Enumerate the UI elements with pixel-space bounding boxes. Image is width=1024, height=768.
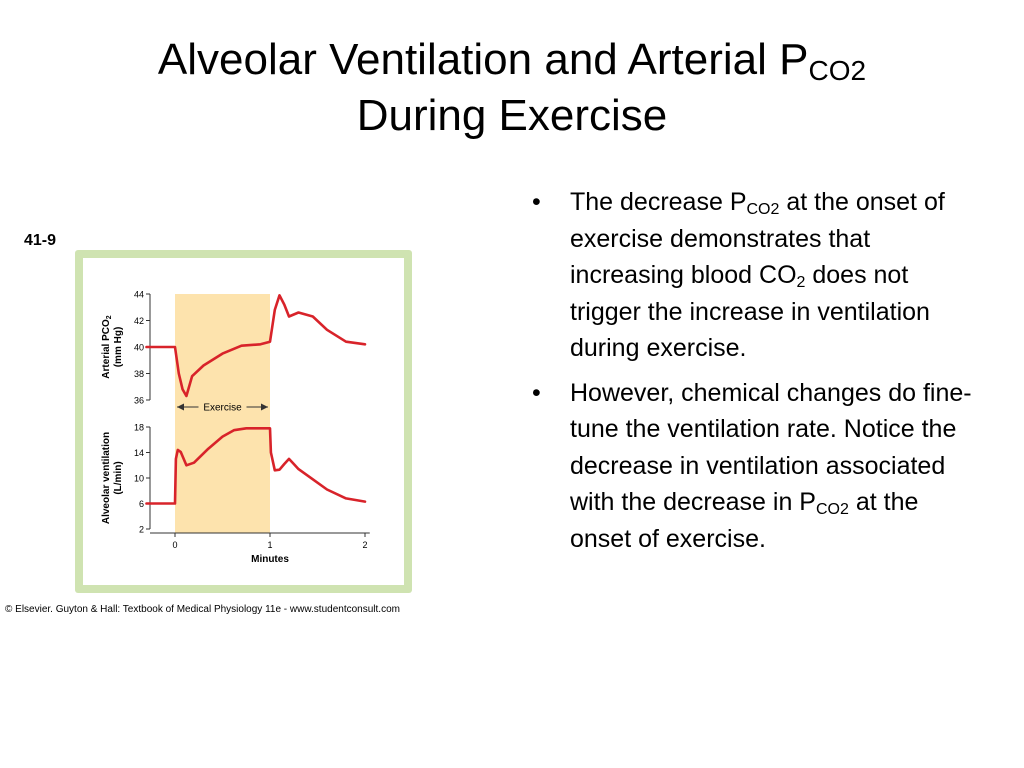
bullet-text: at the onset of exercise. (570, 488, 919, 553)
ventilation-y-axis-unit: (L/min) (113, 461, 124, 494)
exercise-band-bottom (175, 427, 270, 533)
bullet-text: However, chemical changes do fine-tune t… (570, 378, 972, 517)
slide-title: Alveolar Ventilation and Arterial PCO2 D… (0, 32, 1024, 144)
y-tick-label: 36 (134, 396, 144, 406)
bullet-marker: • (532, 378, 541, 407)
bullet-text: The decrease P (570, 188, 747, 216)
exercise-band-top (175, 294, 270, 404)
figure-number: 41-9 (24, 232, 56, 249)
pco2-y-axis-label: Arterial PCO2 (101, 315, 113, 378)
x-tick-label: 0 (172, 540, 177, 550)
figure-41-9: 41-9 36 38 40 42 44 Exercise 2 6 10 14 18 0 1 2 (0, 220, 500, 620)
ventilation-curve (145, 427, 367, 505)
pco2-y-axis-unit: (mm Hg) (113, 327, 124, 368)
exercise-band-gap (175, 404, 270, 427)
bullet-subscript: 2 (796, 274, 806, 291)
y-tick-label: 40 (134, 343, 144, 353)
y-tick-label: 44 (134, 290, 144, 300)
x-tick-label: 2 (362, 540, 367, 550)
bullet-text: does not trigger the increase in ventila… (570, 261, 930, 362)
bullet-text: at the onset of exercise demonstrates th… (570, 188, 945, 289)
title-line1: Alveolar Ventilation and Arterial PCO2 (157, 35, 867, 86)
bullet-item: • However, chemical changes do fine-tune … (530, 375, 980, 558)
y-tick-label: 38 (134, 369, 144, 379)
y-tick-label: 6 (139, 499, 144, 509)
y-tick-label: 10 (134, 474, 144, 484)
figure-svg: 41-9 36 38 40 42 44 Exercise 2 6 10 14 18 0 1 2 (5, 232, 412, 615)
figure-credit: © Elsevier. Guyton & Hall: Textbook of M… (5, 604, 400, 615)
exercise-arrow: Exercise (177, 403, 268, 414)
minutes-ticks: 0 1 2 (150, 532, 370, 550)
bullet-subscript: CO2 (746, 201, 780, 218)
bullet-item: • The decrease PCO2 at the onset of exerc… (530, 184, 980, 367)
y-tick-label: 18 (134, 423, 144, 433)
ventilation-y-axis-label: Alveolar ventilation (101, 432, 112, 524)
title-line2: During Exercise (356, 91, 668, 140)
title-main-text: Alveolar Ventilation and Arterial P (157, 35, 809, 84)
y-tick-label: 42 (134, 316, 144, 326)
title-subscript: CO2 (808, 55, 867, 86)
bullet-marker: • (532, 188, 541, 216)
bullet-list: • The decrease PCO2 at the onset of exerc… (530, 184, 980, 565)
y-tick-label: 14 (134, 448, 144, 458)
y-tick-label: 2 (139, 525, 144, 535)
exercise-label: Exercise (203, 403, 242, 414)
minutes-x-axis-label: Minutes (251, 554, 289, 565)
pco2-curve (145, 294, 367, 398)
x-tick-label: 1 (267, 540, 272, 550)
bullet-subscript: CO2 (815, 501, 849, 518)
ventilation-ticks: 2 6 10 14 18 (134, 423, 150, 535)
